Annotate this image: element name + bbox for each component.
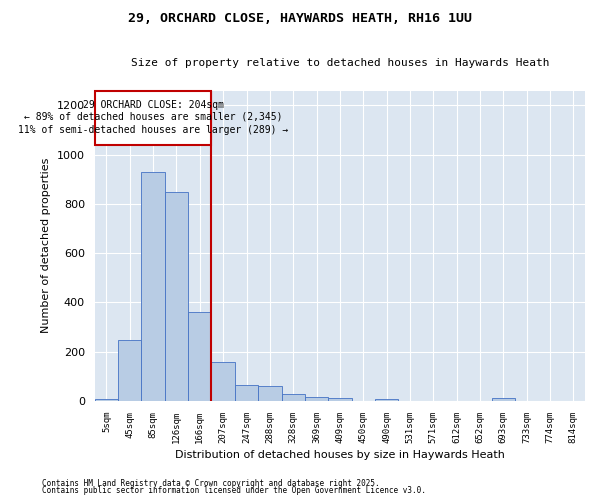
Bar [188,312,211,401]
Text: 29, ORCHARD CLOSE, HAYWARDS HEATH, RH16 1UU: 29, ORCHARD CLOSE, HAYWARDS HEATH, RH16 … [128,12,472,26]
X-axis label: Distribution of detached houses by size in Haywards Heath: Distribution of detached houses by size … [175,450,505,460]
Text: Contains public sector information licensed under the Open Government Licence v3: Contains public sector information licen… [42,486,426,495]
Y-axis label: Number of detached properties: Number of detached properties [41,158,52,334]
Text: 11% of semi-detached houses are larger (289) →: 11% of semi-detached houses are larger (… [18,126,288,136]
Title: Size of property relative to detached houses in Haywards Heath: Size of property relative to detached ho… [131,58,549,68]
Text: 29 ORCHARD CLOSE: 204sqm: 29 ORCHARD CLOSE: 204sqm [83,100,224,110]
FancyBboxPatch shape [95,91,211,145]
Bar [235,385,258,401]
Bar [375,400,398,401]
Bar [328,398,352,401]
Text: ← 89% of detached houses are smaller (2,345): ← 89% of detached houses are smaller (2,… [24,112,283,122]
Bar [142,172,165,401]
Bar [165,192,188,401]
Text: Contains HM Land Registry data © Crown copyright and database right 2025.: Contains HM Land Registry data © Crown c… [42,478,380,488]
Bar [491,398,515,401]
Bar [305,396,328,401]
Bar [281,394,305,401]
Bar [118,340,142,401]
Bar [211,362,235,401]
Bar [95,399,118,401]
Bar [258,386,281,401]
